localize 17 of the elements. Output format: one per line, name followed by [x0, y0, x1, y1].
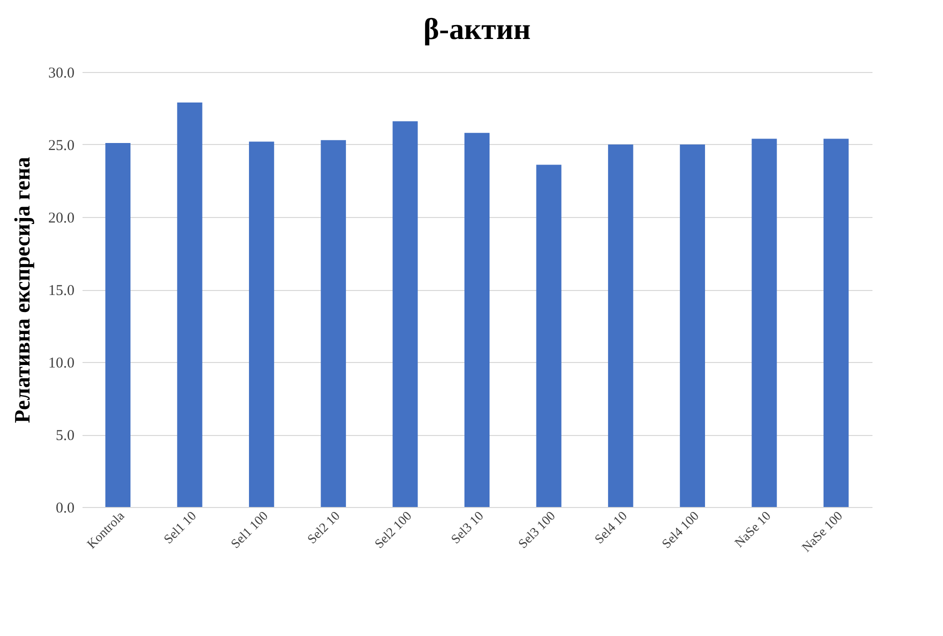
x-tick-label: Sel3 100 [514, 508, 558, 552]
x-tick-label: Sel1 100 [228, 508, 271, 552]
x-tick-label: Sel4 10 [591, 508, 630, 547]
y-tick-label: 10.0 [48, 356, 74, 372]
x-tick-label: Sel2 100 [371, 508, 414, 552]
y-tick-label: 0.0 [56, 500, 74, 516]
x-tick-label: Sel2 10 [304, 508, 343, 547]
y-tick-label: 30.0 [48, 66, 74, 82]
chart-title: β-актин [423, 13, 531, 46]
y-tick-label: 15.0 [48, 283, 74, 299]
y-axis-title: Релативна експресија гена [9, 156, 34, 424]
y-tick-label: 25.0 [48, 138, 74, 154]
y-tick-label: 20.0 [48, 210, 74, 226]
y-tick-label: 5.0 [56, 428, 74, 444]
x-tick-label: Sel3 10 [448, 508, 486, 547]
x-tick-label: Sel4 100 [658, 508, 702, 552]
x-tick-label: Sel1 10 [160, 508, 199, 547]
